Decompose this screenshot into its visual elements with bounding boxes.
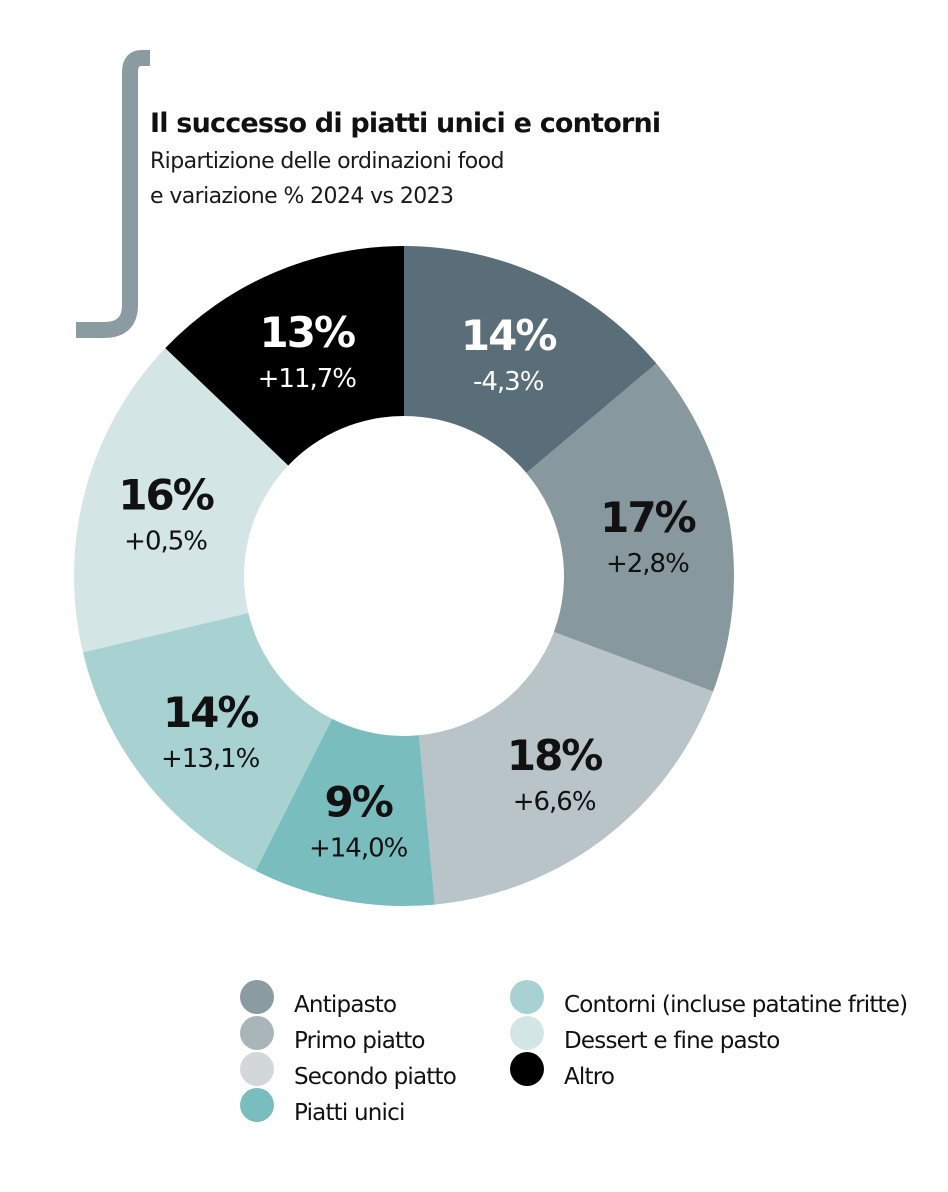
- share-label-altro: 13%: [260, 308, 355, 357]
- change-label-secondo-piatto: +6,6%: [513, 787, 596, 817]
- legend-item-primo-piatto: Primo piatto: [240, 1016, 426, 1054]
- share-label-secondo-piatto: 18%: [507, 731, 602, 780]
- change-label-altro: +11,7%: [258, 364, 357, 394]
- legend-swatch: [510, 980, 544, 1014]
- legend-swatch: [240, 1016, 274, 1050]
- share-label-primo-piatto: 17%: [600, 493, 695, 542]
- legend-item-altro: Altro: [510, 1052, 615, 1090]
- legend-item-contorni-incluse-patatine-fritte: Contorni (incluse patatine fritte): [510, 980, 908, 1018]
- chart-title: Il successo di piatti unici e contorni: [150, 108, 661, 139]
- chart-subtitle-line-2: e variazione % 2024 vs 2023: [150, 184, 454, 209]
- slice-contorni-incluse-patatine-fritte: [82, 612, 333, 871]
- legend-label: Altro: [564, 1064, 615, 1090]
- share-label-dessert-e-fine-pasto: 16%: [118, 470, 213, 519]
- change-label-dessert-e-fine-pasto: +0,5%: [124, 526, 207, 556]
- change-label-primo-piatto: +2,8%: [606, 549, 689, 579]
- slice-primo-piatto: [526, 363, 734, 692]
- legend-item-dessert-e-fine-pasto: Dessert e fine pasto: [510, 1016, 780, 1054]
- legend-label: Secondo piatto: [294, 1064, 457, 1090]
- share-label-antipasto: 14%: [461, 311, 556, 360]
- slice-antipasto: [404, 246, 657, 473]
- change-label-contorni-incluse-patatine-fritte: +13,1%: [161, 744, 260, 774]
- legend-item-antipasto: Antipasto: [240, 980, 397, 1018]
- decorative-bracket-icon: [76, 50, 150, 338]
- legend-label: Dessert e fine pasto: [564, 1028, 780, 1054]
- legend-swatch: [510, 1016, 544, 1050]
- legend-item-secondo-piatto: Secondo piatto: [240, 1052, 457, 1090]
- slice-altro: [165, 246, 404, 466]
- change-label-antipasto: -4,3%: [473, 367, 544, 397]
- donut-labels: 14% -4,3% 17% +2,8% 18% +6,6% 9% +14,0% 14% +13,1…: [118, 308, 697, 864]
- legend-item-piatti-unici: Piatti unici: [240, 1088, 405, 1126]
- legend-label: Contorni (incluse patatine fritte): [564, 992, 908, 1018]
- legend-swatch: [510, 1052, 544, 1086]
- legend-label: Piatti unici: [294, 1100, 405, 1126]
- slice-piatti-unici: [255, 718, 435, 906]
- chart-subtitle-line-1: Ripartizione delle ordinazioni food: [150, 149, 505, 174]
- legend-label: Primo piatto: [294, 1028, 426, 1054]
- share-label-piatti-unici: 9%: [325, 778, 393, 827]
- slice-dessert-e-fine-pasto: [74, 348, 289, 653]
- donut-chart: 14% -4,3% 17% +2,8% 18% +6,6% 9% +14,0% 14% +13,1…: [74, 246, 734, 906]
- legend-swatch: [240, 980, 274, 1014]
- legend-swatch: [240, 1052, 274, 1086]
- change-label-piatti-unici: +14,0%: [309, 834, 408, 864]
- legend-label: Antipasto: [294, 992, 397, 1018]
- donut-slices: [74, 246, 734, 906]
- legend-swatch: [240, 1088, 274, 1122]
- share-label-contorni-incluse-patatine-fritte: 14%: [163, 688, 258, 737]
- slice-secondo-piatto: [418, 632, 714, 905]
